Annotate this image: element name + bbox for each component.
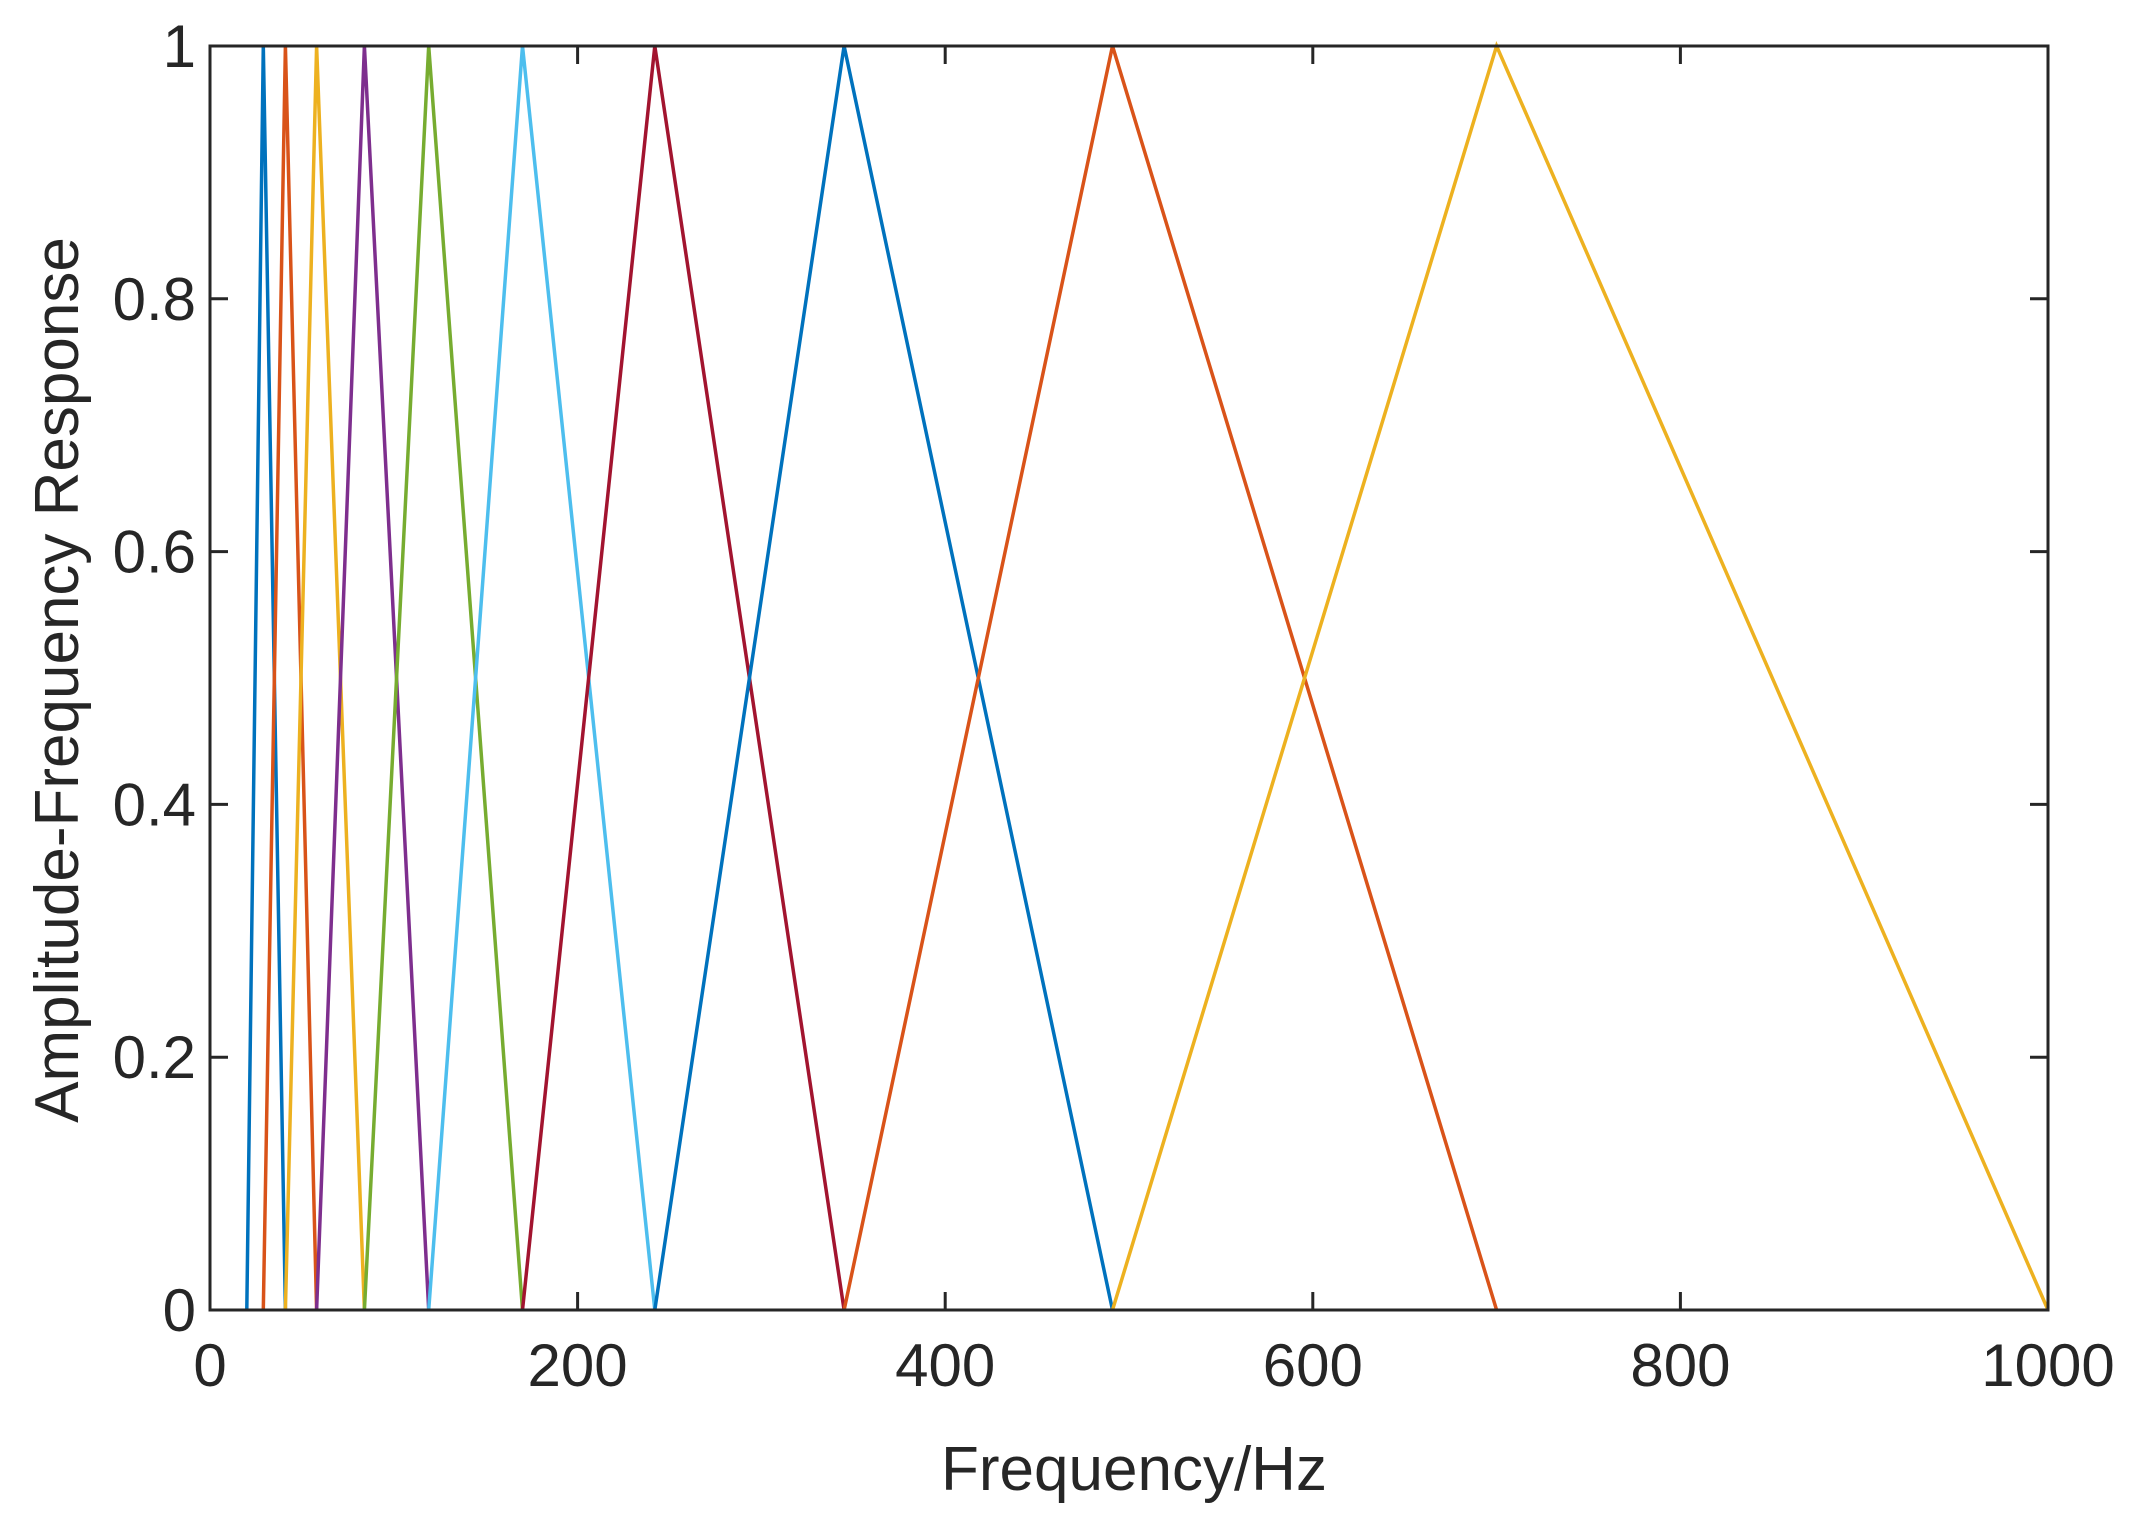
x-tick-label: 400 xyxy=(895,1332,995,1399)
x-tick-label: 200 xyxy=(528,1332,628,1399)
y-tick-label: 0 xyxy=(163,1277,196,1344)
x-tick-label: 800 xyxy=(1630,1332,1730,1399)
y-tick-label: 0.6 xyxy=(113,519,196,586)
x-tick-label: 0 xyxy=(193,1332,226,1399)
y-tick-label: 1 xyxy=(163,13,196,80)
tick-label-layer: 0 200 400 600 800 1000 0 0.2 0.4 0.6 0.8 1 xyxy=(113,13,2115,1399)
x-tick-label: 600 xyxy=(1263,1332,1363,1399)
x-tick-label: 1000 xyxy=(1981,1332,2114,1399)
y-tick-label: 0.8 xyxy=(113,266,196,333)
y-tick-label: 0.4 xyxy=(113,771,196,838)
y-axis-title: Amplitude-Frequency Response xyxy=(23,237,92,1123)
axes-box xyxy=(208,44,2050,1312)
x-axis-title: Frequency/Hz xyxy=(941,1435,1327,1504)
axes-layer xyxy=(208,44,2050,1312)
y-tick-label: 0.2 xyxy=(113,1024,196,1091)
